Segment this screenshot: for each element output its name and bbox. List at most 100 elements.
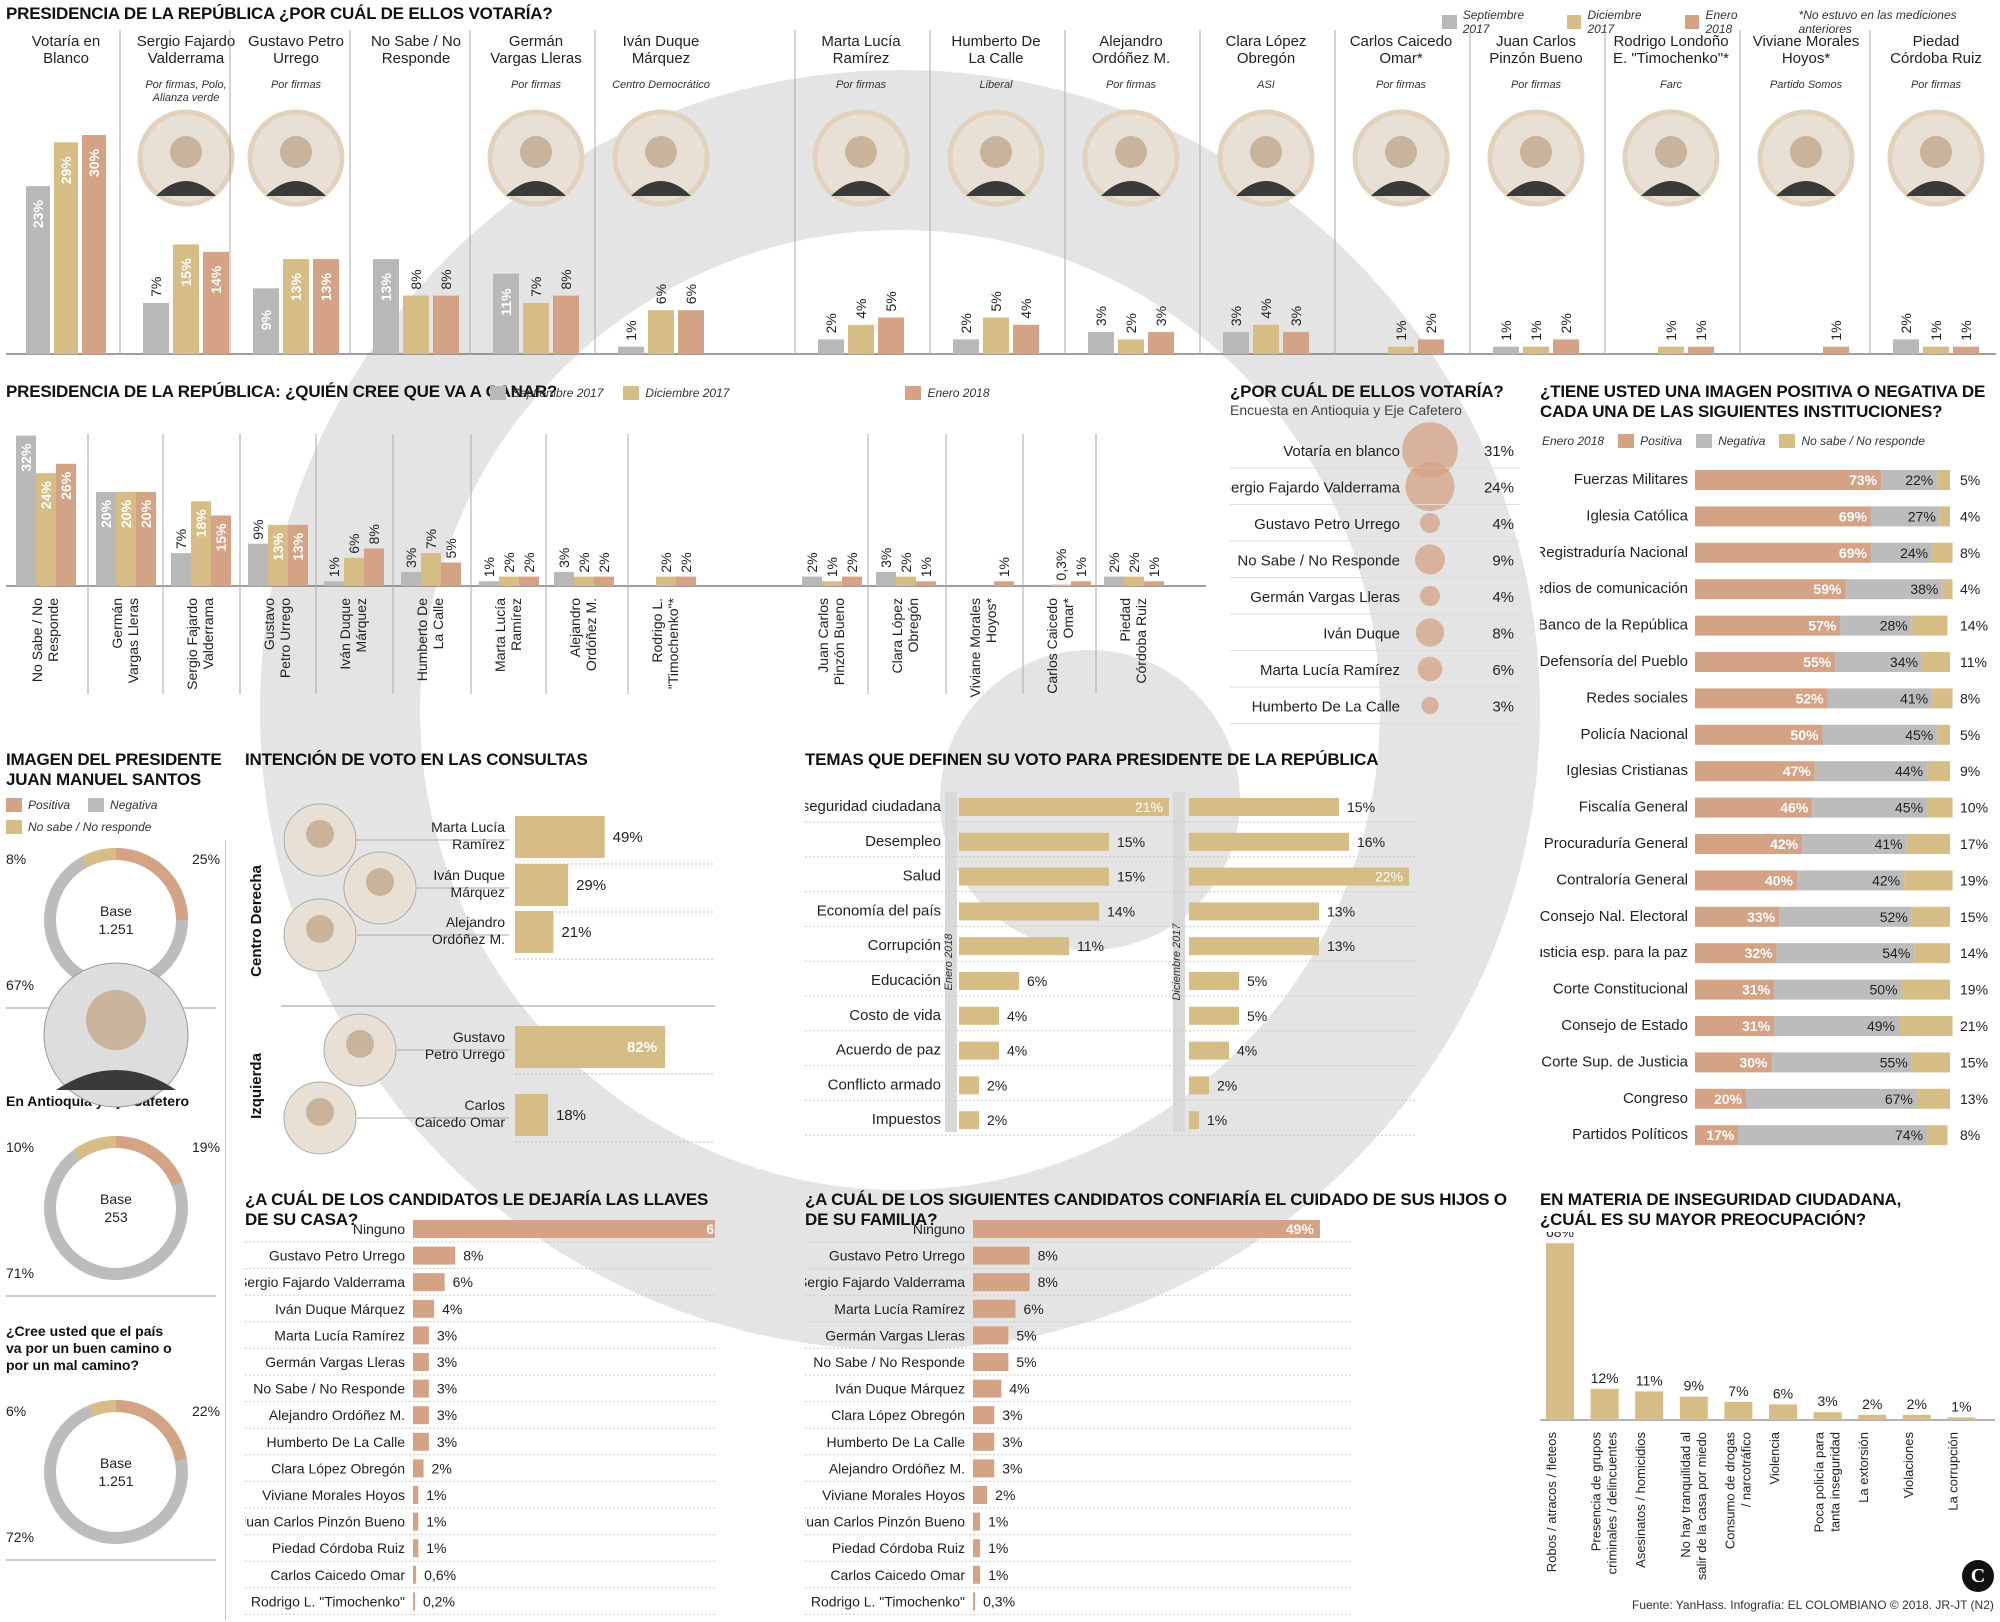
- bar-value-label: 29%: [576, 877, 606, 894]
- antioquia-subtitle: Encuesta en Antioquia y Eje Cafetero: [1230, 402, 1462, 418]
- candidate-photo-shoulders: [1371, 181, 1431, 196]
- bar-value-label: 13%: [288, 273, 304, 302]
- category-label: Asesinatos / homicidios: [1633, 1432, 1648, 1568]
- bar-2: [1144, 581, 1164, 586]
- instituciones-legend: Enero 2018 Positiva Negativa No sabe / N…: [1542, 434, 1925, 448]
- positive-label: 57%: [1808, 618, 1837, 634]
- bar-2: [203, 251, 229, 354]
- bar-positive: [1695, 1088, 1746, 1109]
- positive-label: 73%: [1849, 472, 1878, 488]
- candidate-photo-face: [306, 915, 334, 943]
- bar-value-label: 2%: [576, 552, 592, 572]
- negative-label: 45%: [1895, 800, 1923, 816]
- bar-2: [313, 259, 339, 354]
- bar: [973, 1512, 981, 1531]
- institution-name: Fiscalía General: [1579, 799, 1688, 816]
- candidate-name: Clara López Obregón: [831, 1407, 965, 1423]
- bar-value-label: 6%: [683, 284, 699, 304]
- bar-2: [441, 562, 461, 586]
- nosabe-label: 17%: [1960, 836, 1988, 852]
- santos-photo-shoulders: [56, 1070, 176, 1090]
- bar-value-label: 2%: [658, 552, 674, 572]
- candidate-name: Ramírez: [508, 598, 524, 651]
- bar: [413, 1326, 429, 1345]
- candidate-name: Ninguno: [913, 1221, 965, 1237]
- enero-value-label: 6%: [1027, 973, 1047, 989]
- candidate-photo-shoulders: [266, 181, 326, 196]
- bar-nosabe: [1942, 579, 1953, 600]
- candidate-name: Alejandro: [567, 598, 583, 657]
- enero-bar: [959, 798, 1169, 816]
- temas-title: TEMAS QUE DEFINEN SU VOTO PARA PRESIDENT…: [805, 750, 1379, 769]
- santos-legend: Positiva Negativa: [6, 798, 157, 812]
- candidate-name: Alejandro Ordóñez M.: [432, 914, 505, 947]
- candidate-photo-shoulders: [966, 181, 1026, 196]
- donut-base-value: 1.251: [98, 1473, 133, 1489]
- candidate-photo-face: [1520, 136, 1552, 168]
- institution-name: Corte Constitucional: [1553, 981, 1688, 998]
- legend-ns-label: No sabe / No responde: [28, 820, 152, 834]
- bar-1: [656, 576, 676, 586]
- candidate-name: Omar*: [1060, 597, 1076, 638]
- bar-value-label: 20%: [138, 499, 154, 528]
- candidate-name: No Sabe / No: [29, 598, 45, 682]
- bar: [1679, 1396, 1708, 1420]
- santos-title: IMAGEN DEL PRESIDENTE JUAN MANUEL SANTOS: [6, 750, 222, 789]
- donut-negative-label: 71%: [6, 1265, 34, 1281]
- candidate-party: Por firmas: [1376, 79, 1427, 91]
- legend-swatch-ns: [6, 820, 22, 834]
- tema-name: Costo de vida: [849, 1007, 941, 1024]
- diciembre-bar: [1189, 832, 1349, 851]
- donut-nosabe: [44, 847, 188, 992]
- bar: [973, 1432, 995, 1451]
- enero-value-label: 2%: [987, 1077, 1007, 1093]
- candidate-photo-face: [1250, 136, 1282, 168]
- institution-name: Consejo de Estado: [1561, 1017, 1688, 1034]
- candidate-photo-shoulders: [1506, 181, 1566, 196]
- bar-value-label: 7%: [173, 529, 189, 549]
- bar-0: [373, 259, 399, 354]
- bar: [973, 1353, 1009, 1371]
- candidate-name: Gustavo Petro Urrego: [248, 33, 344, 67]
- candidate-name: Hoyos*: [983, 597, 999, 643]
- enero-value-label: 21%: [1135, 799, 1163, 815]
- bar-nosabe: [1921, 652, 1950, 672]
- bar-0: [1223, 332, 1249, 354]
- bar-value-label: 6%: [653, 284, 669, 304]
- bar-value-label: 2%: [501, 552, 517, 572]
- bar-value-label: 1%: [1146, 557, 1162, 577]
- bar-value-label: 11%: [498, 288, 514, 316]
- bar-positive: [1695, 870, 1797, 891]
- bar-1: [1658, 346, 1684, 354]
- bar-1: [983, 317, 1009, 354]
- bar-0: [1104, 576, 1124, 586]
- bar-value-label: 2%: [432, 1460, 452, 1476]
- bar-value-label: 1%: [1928, 320, 1944, 340]
- bar-value-label: 7%: [1728, 1383, 1748, 1399]
- bar-value-label: 3%: [1817, 1393, 1837, 1409]
- bar-positive: [1695, 1016, 1775, 1036]
- bar-negative: [1835, 652, 1922, 672]
- bar-value-label: 30%: [86, 148, 102, 177]
- bar: [413, 1379, 429, 1398]
- negative-label: 49%: [1867, 1018, 1895, 1034]
- enero-bar: [959, 902, 1099, 921]
- bar-value-label: 2%: [1558, 313, 1574, 333]
- candidate-party: Por firmas, Polo, Alianza verde: [145, 79, 226, 104]
- bar-2: [1148, 332, 1174, 354]
- negative-label: 52%: [1880, 909, 1908, 925]
- bar-positive: [1695, 542, 1871, 563]
- bar-value-label: 2%: [1898, 313, 1914, 333]
- bar-positive: [1695, 615, 1841, 636]
- candidate-name: Piedad Córdoba Ruiz: [832, 1540, 965, 1556]
- diciembre-value-label: 2%: [1217, 1077, 1237, 1093]
- bar-nosabe: [1911, 1052, 1950, 1073]
- candidate-party: Por firmas: [1511, 79, 1562, 91]
- diciembre-bar: [1189, 1076, 1209, 1095]
- consultas-title: INTENCIÓN DE VOTO EN LAS CONSULTAS: [245, 750, 588, 769]
- bar-value-label: 7%: [423, 529, 439, 549]
- candidate-name: Carlos Caicedo Omar: [270, 1567, 405, 1583]
- negative-label: 34%: [1890, 654, 1918, 670]
- bar-value-label: 2%: [596, 552, 612, 572]
